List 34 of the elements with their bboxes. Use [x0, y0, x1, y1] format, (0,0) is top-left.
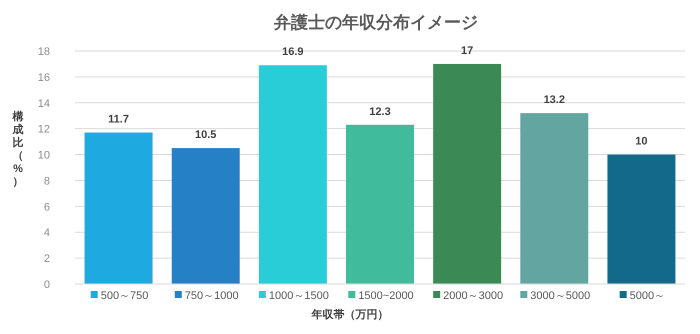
bar [520, 113, 588, 284]
y-tick-label: 16 [38, 72, 50, 84]
x-tick-label: 2000～3000 [443, 290, 504, 302]
x-tick-label: 5000～ [630, 290, 666, 302]
y-tick-label: 8 [44, 175, 50, 188]
x-tick-label: 1000～1500 [268, 290, 329, 302]
data-label: 17 [461, 44, 474, 57]
data-label: 10 [635, 136, 648, 148]
y-tick-label: 6 [44, 201, 50, 214]
y-tick-label: 14 [38, 98, 50, 110]
data-label: 12.3 [369, 106, 391, 118]
x-tick-label: 3000～5000 [530, 290, 590, 302]
data-label: 13.2 [544, 94, 565, 106]
x-tick-label: 500～750 [100, 290, 148, 302]
x-tick-label: 750～1000 [184, 290, 239, 302]
data-label: 16.9 [282, 46, 304, 58]
data-label: 11.7 [108, 114, 129, 126]
bar [607, 154, 676, 284]
bar [172, 148, 240, 284]
bar [346, 124, 414, 284]
y-tick-label: 2 [44, 253, 50, 266]
bar [433, 64, 502, 284]
y-tick-label: 18 [38, 46, 50, 58]
y-tick-label: 0 [44, 279, 50, 291]
chart-title: 弁護士の年収分布イメージ [273, 13, 478, 32]
y-tick-label: 4 [44, 227, 50, 240]
x-axis-title: 年収帯（万円） [310, 308, 388, 321]
bar [258, 65, 327, 284]
bar [84, 132, 153, 284]
x-tick-label: 1500~2000 [358, 290, 414, 302]
y-tick-label: 12 [38, 124, 50, 136]
data-label: 10.5 [195, 129, 216, 142]
y-tick-label: 10 [38, 150, 50, 162]
y-axis-title: 構成比（%） [12, 110, 24, 188]
